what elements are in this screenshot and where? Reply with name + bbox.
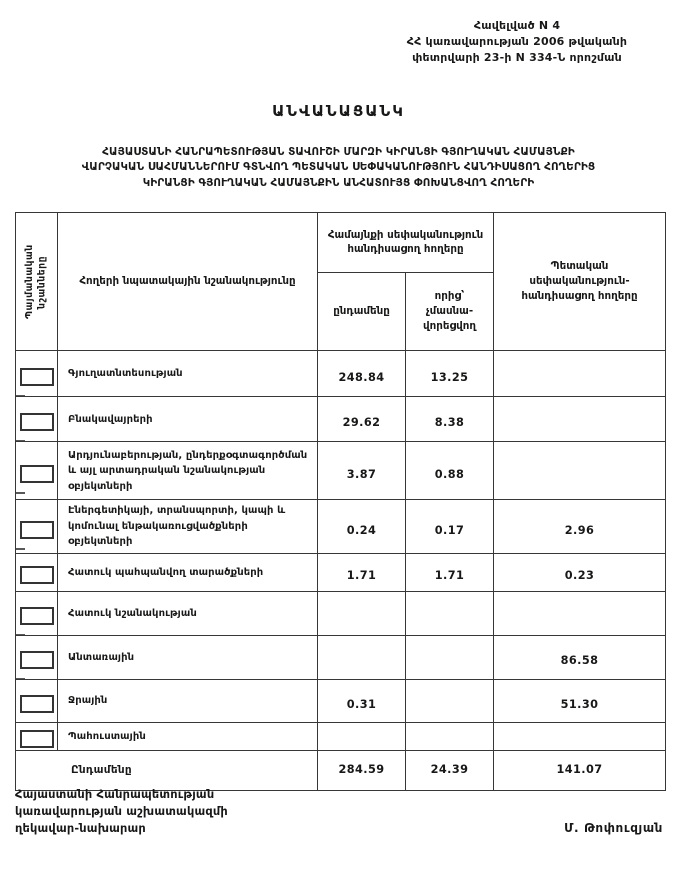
land-purpose-cell: Պահուստային: [57, 721, 318, 751]
col-header-signs: Պայմանական նշանները: [15, 211, 58, 352]
state-lands-cell: [493, 350, 667, 398]
signatory-title-line: ղեկավար-նախարար: [15, 820, 146, 835]
community-total-cell: 0.31: [317, 678, 406, 723]
annex-line: ՀՀ կառավարության 2006 թվականի: [406, 34, 628, 48]
land-purpose-cell: Հատուկ պահպանվող տարածքների: [57, 552, 318, 592]
subtitle-line: ՀԱՅԱՍՏԱՆԻ ՀԱՆՐԱՊԵՏՈՒԹՅԱՆ ՏԱՎՈՒՇԻ ՄԱՐԶԻ Կ…: [102, 145, 575, 158]
state-lands-cell: 51.30: [493, 678, 667, 723]
legend-box-icon: [19, 607, 54, 626]
totals-community-total-cell: 284.59: [317, 749, 406, 791]
table-row: Պահուստային: [15, 721, 667, 751]
table-row: Արդյունաբերության, ընդերքօգտագործման և ա…: [15, 441, 667, 501]
community-total-cell: [317, 590, 406, 636]
legend-box-icon: [19, 694, 54, 713]
nonprivatized-cell: 0.17: [404, 499, 495, 554]
nonprivatized-cell: [404, 590, 495, 636]
table-row: Ջրային 0.31 51.30: [15, 678, 667, 723]
land-purpose-cell: Գյուղատնտեսության: [57, 350, 318, 398]
nonprivatized-cell: [404, 721, 495, 751]
community-total-cell: 3.87: [317, 441, 406, 501]
legend-box-icon: [16, 413, 54, 441]
table-row: Անտառային 86.58: [15, 634, 667, 680]
signatory-title-line: կառավարության աշխատակազմի: [15, 803, 228, 818]
state-lands-cell: [493, 590, 667, 636]
nonprivatized-cell: 0.88: [404, 441, 495, 501]
sign-cell: [15, 590, 58, 636]
state-lands-cell: 2.96: [493, 499, 667, 554]
table-row: Բնակավայրերի 29.62 8.38: [15, 396, 667, 443]
community-total-cell: [317, 634, 406, 680]
state-lands-cell: [493, 396, 667, 443]
nonprivatized-cell: 8.38: [404, 396, 495, 443]
sign-cell: [15, 441, 58, 501]
community-total-cell: [317, 721, 406, 751]
land-purpose-cell: Ջրային: [57, 678, 318, 723]
sign-cell: [15, 396, 58, 443]
table-row: Հատուկ նշանակության: [15, 590, 667, 636]
col-header-purpose: Հողերի նպատակային նշանակությունը: [57, 211, 318, 352]
sign-cell: [15, 552, 58, 592]
community-total-cell: 0.24: [317, 499, 406, 554]
col-header-nonprivatized: որից՝ չմասնա- վորեցվող: [404, 272, 495, 352]
legend-box-icon: [16, 464, 54, 494]
nonprivatized-cell: 1.71: [404, 552, 495, 592]
document-subtitle: ՀԱՅԱՍՏԱՆԻ ՀԱՆՐԱՊԵՏՈՒԹՅԱՆ ՏԱՎՈՒՇԻ ՄԱՐԶԻ Կ…: [0, 145, 677, 192]
legend-box-icon: [19, 651, 54, 670]
community-total-cell: 248.84: [317, 350, 406, 398]
table-row: Գյուղատնտեսության 248.84 13.25: [15, 350, 667, 398]
sign-cell: [15, 678, 58, 723]
table-row: Էներգետիկայի, տրանսպորտի, կապի և կոմունա…: [15, 499, 667, 554]
sign-cell: [15, 499, 58, 554]
land-purpose-cell: Էներգետիկայի, տրանսպորտի, կապի և կոմունա…: [57, 499, 318, 554]
legend-box-icon: [19, 566, 54, 585]
land-table: Պայմանական նշանները Հողերի նպատակային նշ…: [15, 211, 667, 791]
sign-cell: [15, 721, 58, 751]
subtitle-line: ՎԱՐՉԱԿԱՆ ՍԱՀՄԱՆՆԵՐՈՒՄ ԳՏՆՎՈՂ ՊԵՏԱԿԱՆ ՍԵՓ…: [81, 161, 596, 174]
signature-block: Հայաստանի Հանրապետության կառավարության ա…: [15, 786, 663, 837]
signs-vertical-label: Պայմանական նշանները: [23, 244, 48, 319]
col-header-community-group: Համայնքի սեփականություն հանդիսացող հողեր…: [316, 211, 495, 274]
legend-box-icon: [16, 367, 54, 396]
community-total-cell: 1.71: [317, 552, 406, 592]
page-title: ԱՆՎԱՆԱՑԱՆԿ: [272, 101, 405, 120]
land-purpose-cell: Արդյունաբերության, ընդերքօգտագործման և ա…: [57, 441, 318, 501]
nonprivatized-cell: [404, 634, 495, 680]
totals-state-lands-cell: 141.07: [493, 749, 667, 791]
land-purpose-cell: Բնակավայրերի: [57, 396, 318, 443]
annex-line: փետրվարի 23-ի N 334-Ն որոշման: [412, 50, 622, 64]
state-lands-cell: 0.23: [493, 552, 667, 592]
state-lands-cell: [493, 721, 667, 751]
legend-box-icon: [16, 520, 54, 550]
col-header-community-total: ընդամենը: [317, 272, 406, 352]
nonprivatized-cell: 13.25: [404, 350, 495, 398]
table-row: Հատուկ պահպանվող տարածքների 1.71 1.71 0.…: [15, 552, 667, 592]
nonprivatized-cell: [404, 678, 495, 723]
totals-label-cell: Ընդամենը: [15, 749, 318, 791]
annex-header: Հավելված N 4 ՀՀ կառավարության 2006 թվակա…: [367, 18, 667, 66]
sign-cell: [15, 634, 58, 680]
land-purpose-cell: Անտառային: [57, 634, 318, 680]
signatory-title: Հայաստանի Հանրապետության կառավարության ա…: [15, 786, 228, 837]
col-header-state: Պետական սեփականություն- հանդիսացող հողեր…: [493, 211, 667, 352]
totals-row: Ընդամենը 284.59 24.39 141.07: [15, 749, 667, 791]
signatory-title-line: Հայաստանի Հանրապետության: [15, 786, 215, 801]
state-lands-cell: 86.58: [493, 634, 667, 680]
land-purpose-cell: Հատուկ նշանակության: [57, 590, 318, 636]
signature-name: Մ. Թոփուզյան: [564, 821, 663, 835]
legend-box-icon: [19, 730, 54, 749]
community-total-cell: 29.62: [317, 396, 406, 443]
totals-nonprivatized-cell: 24.39: [404, 749, 495, 791]
state-lands-cell: [493, 441, 667, 501]
sign-cell: [15, 350, 58, 398]
annex-line: Հավելված N 4: [473, 19, 561, 32]
subtitle-line: ԿԻՐԱՆՑԻ ԳՅՈՒՂԱԿԱՆ ՀԱՄԱՅՆՔԻՆ ԱՆՀԱՏՈՒՅՑ ՓՈ…: [142, 177, 535, 190]
